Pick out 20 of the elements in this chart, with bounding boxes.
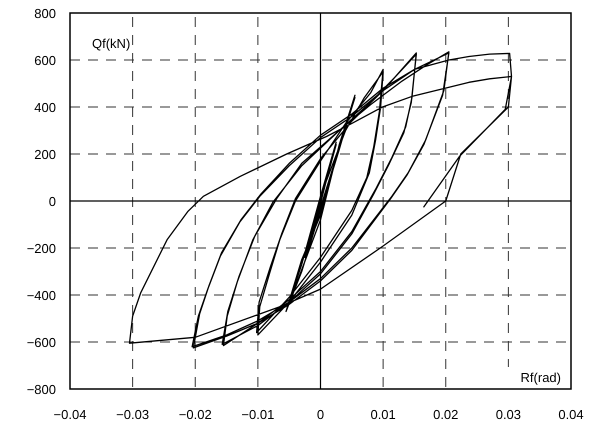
y-tick-label: 0: [48, 194, 56, 209]
x-tick-label: −0.04: [54, 407, 86, 422]
y-tick-label: −400: [26, 288, 56, 303]
y-tick-label: −600: [26, 335, 56, 350]
y-tick-label: −800: [26, 382, 56, 397]
x-tick-label: 0.02: [433, 407, 458, 422]
x-axis-title: Rf(rad): [520, 370, 561, 385]
y-axis-title: Qf(kN): [92, 36, 130, 51]
x-tick-label: −0.03: [116, 407, 150, 422]
x-tick-label: 0: [316, 407, 324, 422]
x-tick-label: 0.01: [370, 407, 396, 422]
x-tick-label: −0.01: [241, 407, 274, 422]
y-tick-label: 600: [34, 53, 56, 68]
x-tick-label: −0.02: [178, 407, 212, 422]
x-tick-label: 0.04: [558, 407, 584, 422]
x-tick-label: 0.03: [496, 407, 522, 422]
y-tick-label: 200: [34, 147, 56, 162]
y-tick-label: 800: [34, 6, 56, 21]
y-tick-label: 400: [34, 100, 56, 115]
y-tick-label: −200: [26, 241, 56, 256]
